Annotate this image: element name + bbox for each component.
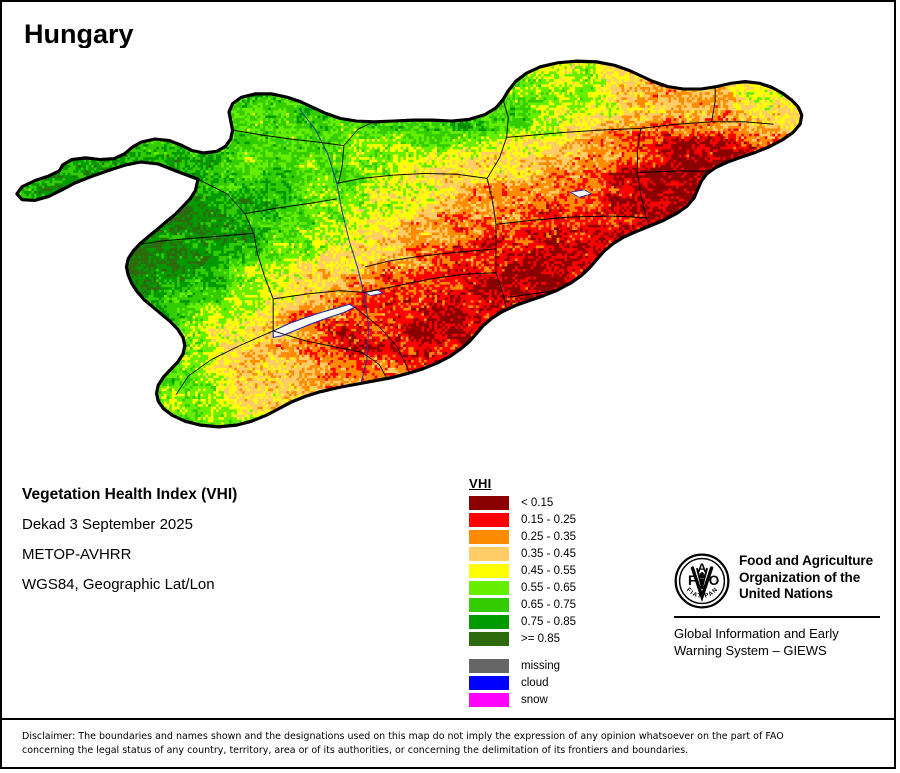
giews-line2: Warning System – GIEWS	[674, 643, 827, 658]
legend-class-swatch	[469, 598, 509, 612]
legend-class-label: >= 0.85	[521, 633, 561, 645]
info-period: Dekad 3 September 2025	[22, 516, 193, 533]
fao-emblem-icon: F A O FIAT PANIS	[674, 553, 730, 609]
page-title: Hungary	[24, 19, 134, 49]
legend-class-label: 0.75 - 0.85	[521, 616, 576, 628]
legend-class-label: 0.65 - 0.75	[521, 599, 576, 611]
legend-special-label: missing	[521, 660, 560, 672]
legend-class-label: 0.25 - 0.35	[521, 531, 576, 543]
giews-label: Global Information and Early Warning Sys…	[674, 625, 886, 659]
legend-class-swatch	[469, 530, 509, 544]
legend-class-swatch	[469, 581, 509, 595]
fao-organization-name: Food and Agriculture Organization of the…	[739, 553, 873, 603]
fao-org-line3: United Nations	[739, 586, 833, 601]
legend-class-row[interactable]: 0.55 - 0.65	[469, 580, 576, 596]
legend-title: VHI	[469, 476, 492, 491]
disclaimer-line-1: Disclaimer: The boundaries and names sho…	[22, 731, 784, 742]
legend-class-row[interactable]: 0.65 - 0.75	[469, 597, 576, 613]
legend-special-row[interactable]: cloud	[469, 675, 576, 691]
disclaimer-line-2: concerning the legal status of any count…	[22, 745, 689, 756]
legend-special-label: cloud	[521, 677, 549, 689]
giews-line1: Global Information and Early	[674, 626, 839, 641]
svg-text:A: A	[698, 561, 707, 575]
legend-class-row[interactable]: < 0.15	[469, 495, 576, 511]
legend-class-label: 0.55 - 0.65	[521, 582, 576, 594]
legend-class-label: 0.45 - 0.55	[521, 565, 576, 577]
vhi-map[interactable]	[8, 48, 892, 458]
legend-class-row[interactable]: 0.15 - 0.25	[469, 512, 576, 528]
fao-org-line1: Food and Agriculture	[739, 553, 873, 568]
fao-logo-row: F A O FIAT PANIS Food and Agriculture Or…	[674, 553, 886, 609]
legend-class-row[interactable]: 0.25 - 0.35	[469, 529, 576, 545]
fao-branding: F A O FIAT PANIS Food and Agriculture Or…	[674, 553, 886, 659]
legend-spacer	[469, 648, 576, 658]
info-product-title: Vegetation Health Index (VHI)	[22, 486, 238, 503]
fao-org-line2: Organization of the	[739, 569, 861, 585]
legend-class-swatch	[469, 615, 509, 629]
svg-text:O: O	[709, 573, 719, 588]
legend-special-list: missing cloud snow	[469, 658, 576, 708]
legend-class-row[interactable]: 0.75 - 0.85	[469, 614, 576, 630]
legend-class-row[interactable]: 0.45 - 0.55	[469, 563, 576, 579]
svg-text:F: F	[688, 573, 696, 588]
legend-class-swatch	[469, 547, 509, 561]
legend-special-row[interactable]: missing	[469, 658, 576, 674]
legend-class-swatch	[469, 632, 509, 646]
legend: VHI < 0.15 0.15 - 0.25 0.25 - 0.35 0.35 - 0…	[469, 476, 576, 709]
legend-class-swatch	[469, 496, 509, 510]
info-sensor: METOP-AVHRR	[22, 546, 132, 563]
legend-special-swatch	[469, 693, 509, 707]
legend-special-row[interactable]: snow	[469, 692, 576, 708]
legend-class-swatch	[469, 564, 509, 578]
legend-special-swatch	[469, 659, 509, 673]
legend-class-label: 0.35 - 0.45	[521, 548, 576, 560]
legend-class-swatch	[469, 513, 509, 527]
disclaimer: Disclaimer: The boundaries and names sho…	[22, 730, 882, 758]
legend-class-list: < 0.15 0.15 - 0.25 0.25 - 0.35 0.35 - 0.45 0…	[469, 495, 576, 647]
info-projection: WGS84, Geographic Lat/Lon	[22, 576, 215, 593]
legend-class-label: < 0.15	[521, 497, 554, 509]
disclaimer-divider	[2, 718, 894, 720]
fao-divider	[674, 616, 880, 618]
legend-class-row[interactable]: >= 0.85	[469, 631, 576, 647]
vhi-map-canvas[interactable]	[8, 48, 892, 458]
legend-special-swatch	[469, 676, 509, 690]
legend-special-label: snow	[521, 694, 548, 706]
legend-class-label: 0.15 - 0.25	[521, 514, 576, 526]
map-info-block: Vegetation Health Index (VHI) Dekad 3 Se…	[22, 480, 237, 600]
legend-class-row[interactable]: 0.35 - 0.45	[469, 546, 576, 562]
